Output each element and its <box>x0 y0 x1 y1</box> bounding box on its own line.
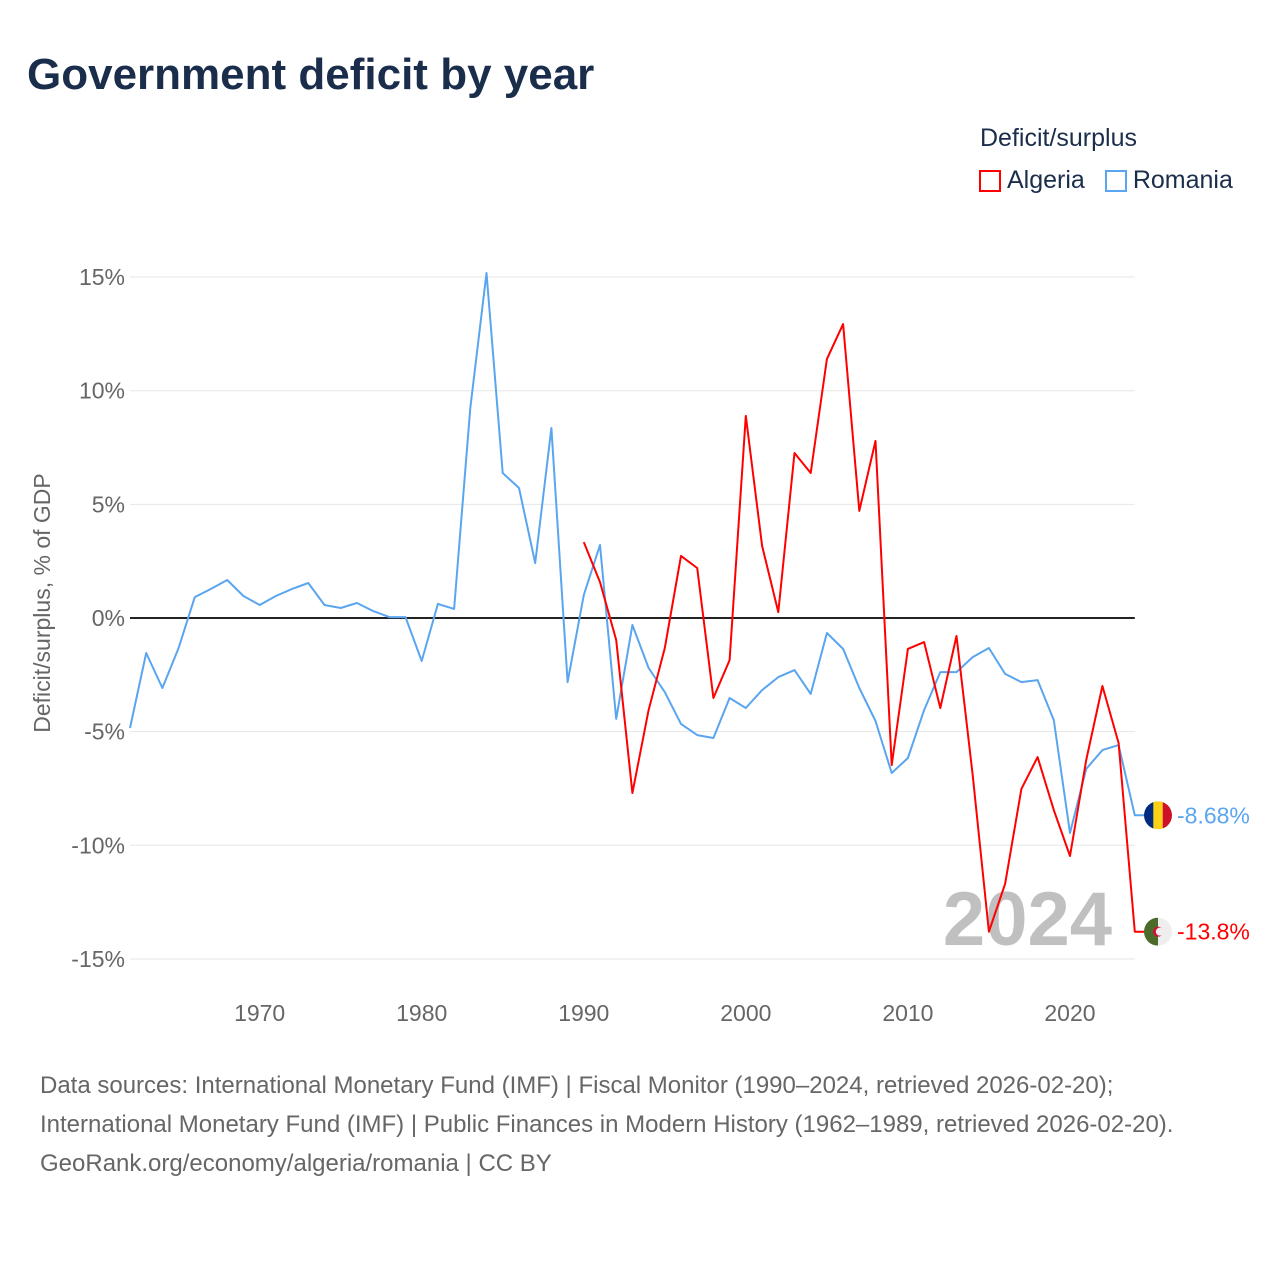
y-tick-label: -15% <box>71 946 125 972</box>
x-tick-label: 1980 <box>396 1000 447 1026</box>
legend-item-romania[interactable]: Romania <box>1104 166 1233 195</box>
flag-icon-romania <box>1144 801 1172 830</box>
y-tick-label: 0% <box>92 605 125 631</box>
series-line-romania <box>129 272 1145 834</box>
end-label-algeria: -13.8% <box>1177 919 1250 945</box>
legend-title: Deficit/surplus <box>980 124 1137 152</box>
y-tick-label: 15% <box>79 264 125 290</box>
x-tick-label: 2010 <box>882 1000 933 1026</box>
credit-link[interactable]: GeoRank.org/economy/algeria/romania | CC… <box>40 1150 552 1177</box>
x-tick-label: 2020 <box>1044 1000 1095 1026</box>
legend-label: Algeria <box>1007 166 1085 194</box>
flag-icon-algeria <box>1144 917 1172 946</box>
footer: Data sources: International Monetary Fun… <box>40 1066 1240 1183</box>
chart-title: Government deficit by year <box>27 50 595 99</box>
y-tick-label: 5% <box>92 491 125 517</box>
x-tick-label: 2000 <box>720 1000 771 1026</box>
legend-item-algeria[interactable]: Algeria <box>979 166 1085 195</box>
legend-swatch-romania <box>1104 169 1127 192</box>
legend: Algeria Romania <box>979 166 1233 195</box>
legend-label: Romania <box>1132 166 1233 194</box>
data-sources: Data sources: International Monetary Fun… <box>40 1072 1174 1138</box>
legend-swatch-algeria <box>979 169 1001 192</box>
end-label-romania: -8.68% <box>1177 802 1250 828</box>
x-tick-label: 1970 <box>234 1000 285 1026</box>
y-tick-label: -10% <box>71 832 125 858</box>
y-tick-label: 10% <box>79 378 125 404</box>
series-line-algeria <box>582 323 1145 933</box>
x-tick-label: 1990 <box>558 1000 609 1026</box>
y-axis-label: Deficit/surplus, % of GDP <box>29 473 55 732</box>
year-watermark: 2024 <box>943 877 1112 962</box>
y-tick-label: -5% <box>84 719 125 745</box>
